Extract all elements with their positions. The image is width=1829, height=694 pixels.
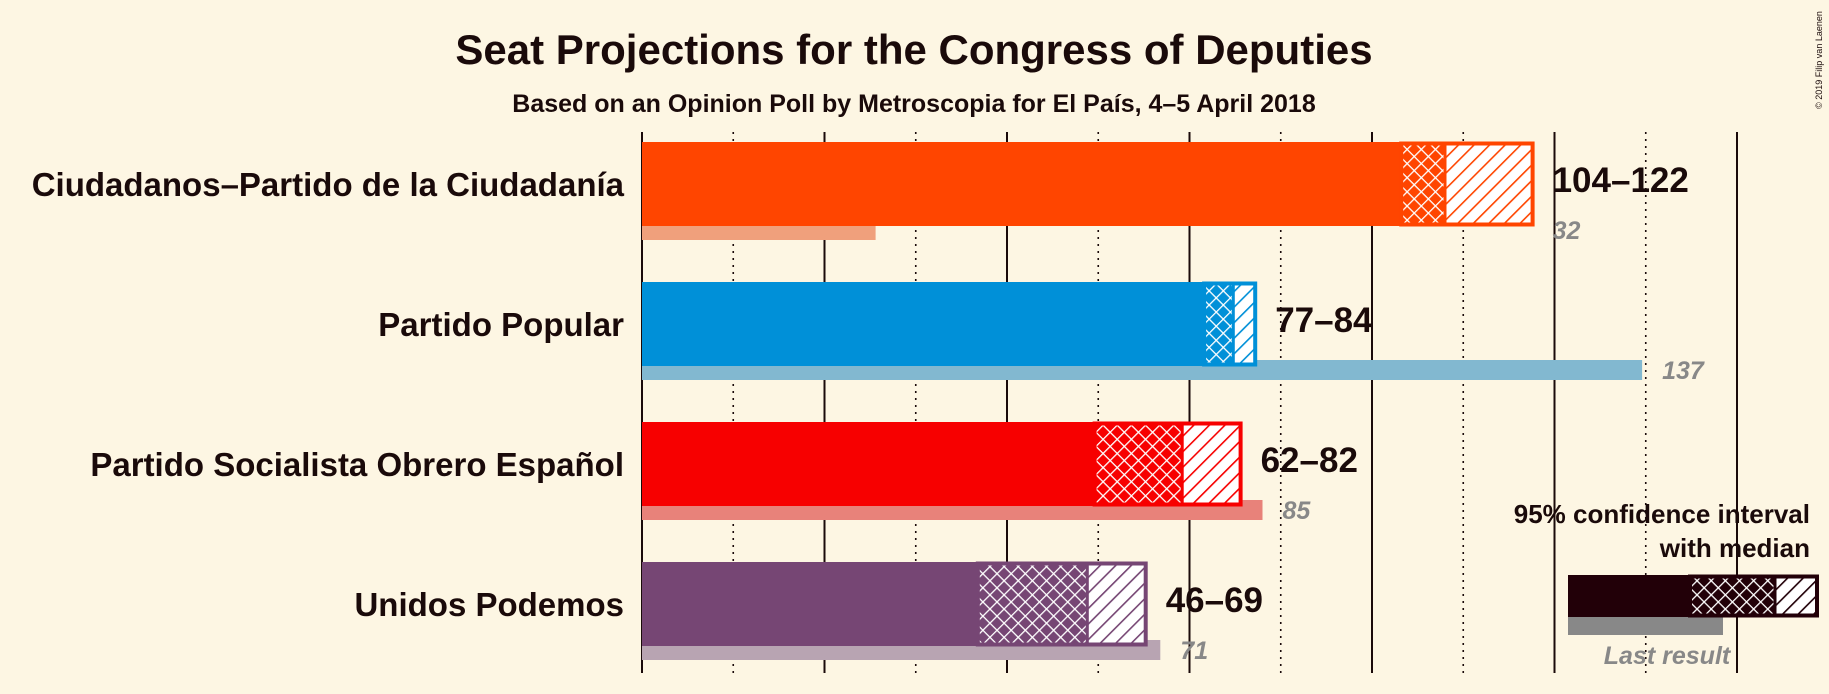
ci-upper-segment <box>1087 562 1146 646</box>
party-label: Partido Popular <box>378 306 624 343</box>
legend-ci-outline <box>1688 574 1819 618</box>
last-result-label: 32 <box>1553 217 1581 245</box>
last-result-label: 85 <box>1283 497 1312 525</box>
projection-bar <box>642 142 1402 226</box>
projection-bar <box>642 562 978 646</box>
party-label: Ciudadanos–Partido de la Ciudadanía <box>32 166 625 203</box>
ci-upper-segment <box>1233 282 1256 366</box>
range-label: 104–122 <box>1553 161 1689 200</box>
legend-last-result-label: Last result <box>1604 642 1732 670</box>
range-label: 77–84 <box>1275 301 1373 340</box>
ci-lower-segment <box>1204 282 1234 366</box>
range-label: 62–82 <box>1261 441 1358 480</box>
ci-outline <box>1202 281 1258 367</box>
party-row: Ciudadanos–Partido de la Ciudadanía 104–1… <box>32 141 1689 245</box>
party-label: Partido Socialista Obrero Español <box>90 446 624 483</box>
legend: 95% confidence interval with median Last… <box>1514 499 1819 670</box>
bars: Ciudadanos–Partido de la Ciudadanía 104–1… <box>32 141 1705 665</box>
party-row: Partido Socialista Obrero Español 62–82 85 <box>90 421 1358 525</box>
ci-outline <box>1399 141 1535 227</box>
chart-subtitle: Based on an Opinion Poll by Metroscopia … <box>512 90 1316 118</box>
last-result-label: 71 <box>1180 637 1208 665</box>
ci-outline <box>975 561 1148 647</box>
ci-upper-segment <box>1182 422 1241 506</box>
chart-title: Seat Projections for the Congress of Dep… <box>455 26 1372 73</box>
legend-last-result-swatch <box>1568 617 1723 635</box>
projection-bar <box>642 422 1095 506</box>
legend-ci-label: 95% confidence interval <box>1514 499 1810 529</box>
ci-upper-segment <box>1445 142 1533 226</box>
last-result-label: 137 <box>1662 357 1705 385</box>
legend-hatch-swatch <box>1775 575 1817 617</box>
legend-median-label: with median <box>1659 533 1810 563</box>
party-row: Partido Popular 77–84 137 <box>378 281 1705 385</box>
legend-crosshatch-swatch <box>1690 575 1775 617</box>
legend-solid-swatch <box>1568 575 1690 617</box>
party-label: Unidos Podemos <box>354 586 624 623</box>
copyright-text: © 2019 Filip van Laenen <box>1814 11 1824 109</box>
range-label: 46–69 <box>1166 581 1263 620</box>
party-row: Unidos Podemos 46–69 71 <box>354 561 1263 665</box>
ci-outline <box>1092 421 1243 507</box>
ci-lower-segment <box>1401 142 1445 226</box>
ci-lower-segment <box>1094 422 1183 506</box>
projection-bar <box>642 282 1205 366</box>
ci-lower-segment <box>977 562 1088 646</box>
